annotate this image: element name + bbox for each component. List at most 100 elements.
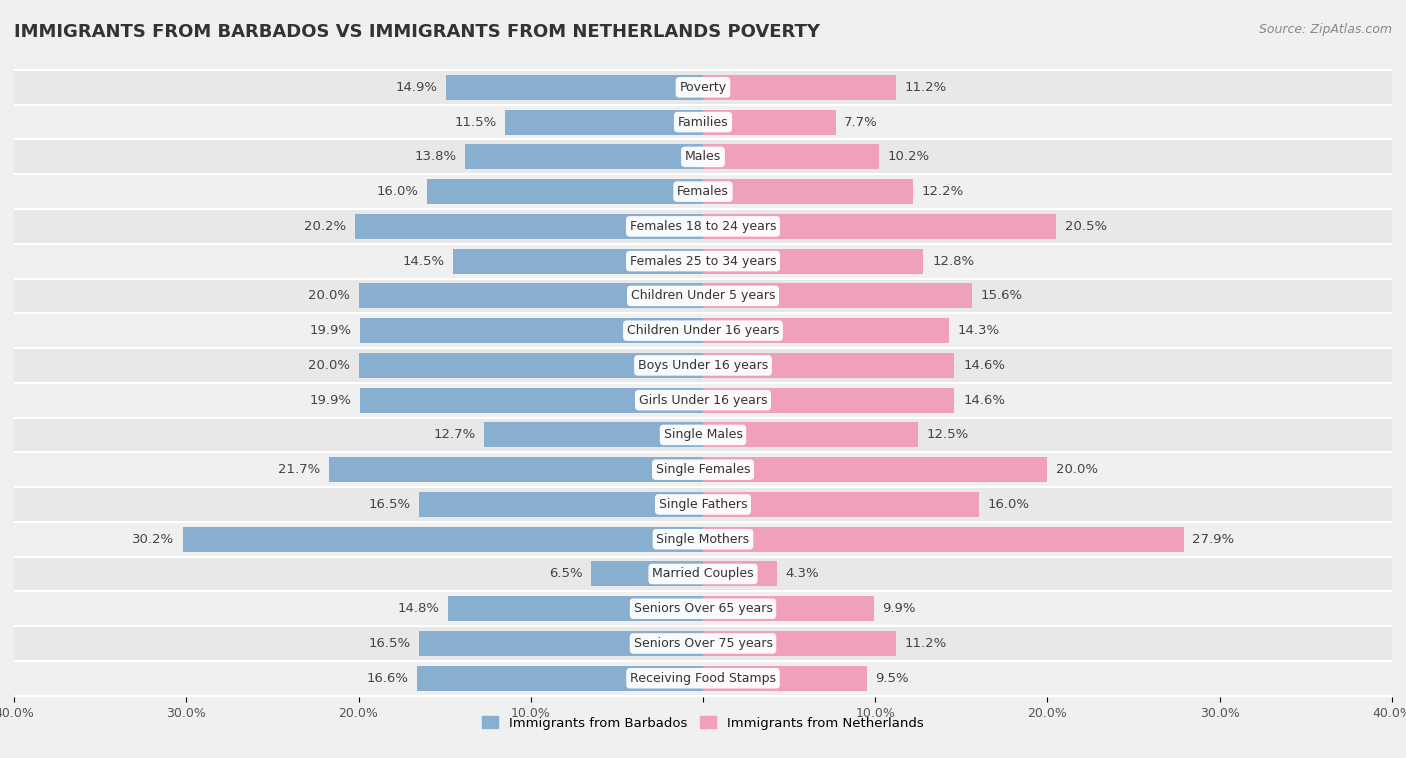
Bar: [14, 278, 1392, 313]
Text: 14.6%: 14.6%: [963, 393, 1005, 407]
Bar: [703, 597, 873, 622]
Bar: [14, 313, 1392, 348]
Bar: [359, 283, 703, 309]
Bar: [703, 666, 866, 691]
Bar: [14, 105, 1392, 139]
Bar: [14, 487, 1392, 522]
Text: 12.8%: 12.8%: [932, 255, 974, 268]
Text: Single Mothers: Single Mothers: [657, 533, 749, 546]
Bar: [419, 631, 703, 656]
Text: Families: Families: [678, 116, 728, 129]
Bar: [14, 244, 1392, 278]
Text: Females 18 to 24 years: Females 18 to 24 years: [630, 220, 776, 233]
Text: Receiving Food Stamps: Receiving Food Stamps: [630, 672, 776, 684]
Bar: [427, 179, 703, 204]
Bar: [703, 492, 979, 517]
Text: 20.2%: 20.2%: [304, 220, 346, 233]
Bar: [703, 562, 778, 587]
Bar: [14, 174, 1392, 209]
Text: 9.9%: 9.9%: [882, 602, 915, 615]
Text: Married Couples: Married Couples: [652, 568, 754, 581]
Text: 7.7%: 7.7%: [844, 116, 877, 129]
Bar: [703, 422, 918, 447]
Bar: [703, 283, 972, 309]
Bar: [703, 353, 955, 378]
Bar: [703, 214, 1056, 239]
Bar: [703, 110, 835, 135]
Bar: [465, 144, 703, 169]
Text: 11.2%: 11.2%: [904, 637, 946, 650]
Text: Females 25 to 34 years: Females 25 to 34 years: [630, 255, 776, 268]
Bar: [14, 139, 1392, 174]
Bar: [418, 666, 703, 691]
Text: 14.8%: 14.8%: [398, 602, 440, 615]
Text: 21.7%: 21.7%: [278, 463, 321, 476]
Bar: [484, 422, 703, 447]
Text: 14.9%: 14.9%: [395, 81, 437, 94]
Bar: [14, 522, 1392, 556]
Bar: [453, 249, 703, 274]
Bar: [703, 75, 896, 100]
Bar: [14, 661, 1392, 696]
Bar: [14, 591, 1392, 626]
Text: 12.2%: 12.2%: [922, 185, 965, 198]
Bar: [356, 214, 703, 239]
Text: IMMIGRANTS FROM BARBADOS VS IMMIGRANTS FROM NETHERLANDS POVERTY: IMMIGRANTS FROM BARBADOS VS IMMIGRANTS F…: [14, 23, 820, 41]
Text: 16.0%: 16.0%: [377, 185, 419, 198]
Text: 15.6%: 15.6%: [980, 290, 1022, 302]
Text: 19.9%: 19.9%: [309, 324, 352, 337]
Text: 11.2%: 11.2%: [904, 81, 946, 94]
Bar: [14, 418, 1392, 453]
Bar: [360, 387, 703, 412]
Text: 20.0%: 20.0%: [308, 359, 350, 372]
Text: 4.3%: 4.3%: [786, 568, 820, 581]
Text: 27.9%: 27.9%: [1192, 533, 1234, 546]
Text: 16.5%: 16.5%: [368, 637, 411, 650]
Bar: [703, 631, 896, 656]
Bar: [14, 453, 1392, 487]
Text: 12.5%: 12.5%: [927, 428, 969, 441]
Text: Single Males: Single Males: [664, 428, 742, 441]
Text: 20.0%: 20.0%: [308, 290, 350, 302]
Text: Source: ZipAtlas.com: Source: ZipAtlas.com: [1258, 23, 1392, 36]
Bar: [591, 562, 703, 587]
Text: 14.5%: 14.5%: [402, 255, 444, 268]
Text: 10.2%: 10.2%: [887, 150, 929, 164]
Text: Single Females: Single Females: [655, 463, 751, 476]
Bar: [449, 597, 703, 622]
Bar: [446, 75, 703, 100]
Text: Boys Under 16 years: Boys Under 16 years: [638, 359, 768, 372]
Bar: [703, 387, 955, 412]
Text: Girls Under 16 years: Girls Under 16 years: [638, 393, 768, 407]
Text: 11.5%: 11.5%: [454, 116, 496, 129]
Text: 13.8%: 13.8%: [415, 150, 457, 164]
Legend: Immigrants from Barbados, Immigrants from Netherlands: Immigrants from Barbados, Immigrants fro…: [477, 711, 929, 735]
Text: 14.3%: 14.3%: [957, 324, 1000, 337]
Bar: [360, 318, 703, 343]
Text: 12.7%: 12.7%: [433, 428, 475, 441]
Text: 14.6%: 14.6%: [963, 359, 1005, 372]
Text: Poverty: Poverty: [679, 81, 727, 94]
Bar: [14, 383, 1392, 418]
Text: Seniors Over 75 years: Seniors Over 75 years: [634, 637, 772, 650]
Bar: [14, 348, 1392, 383]
Text: 16.5%: 16.5%: [368, 498, 411, 511]
Text: 19.9%: 19.9%: [309, 393, 352, 407]
Bar: [183, 527, 703, 552]
Bar: [14, 626, 1392, 661]
Bar: [359, 353, 703, 378]
Text: Children Under 5 years: Children Under 5 years: [631, 290, 775, 302]
Text: 16.6%: 16.6%: [367, 672, 409, 684]
Text: Single Fathers: Single Fathers: [659, 498, 747, 511]
Bar: [703, 249, 924, 274]
Bar: [14, 209, 1392, 244]
Text: 30.2%: 30.2%: [132, 533, 174, 546]
Bar: [703, 457, 1047, 482]
Text: 6.5%: 6.5%: [548, 568, 582, 581]
Bar: [703, 179, 912, 204]
Text: 9.5%: 9.5%: [875, 672, 908, 684]
Text: Seniors Over 65 years: Seniors Over 65 years: [634, 602, 772, 615]
Bar: [505, 110, 703, 135]
Bar: [419, 492, 703, 517]
Bar: [703, 144, 879, 169]
